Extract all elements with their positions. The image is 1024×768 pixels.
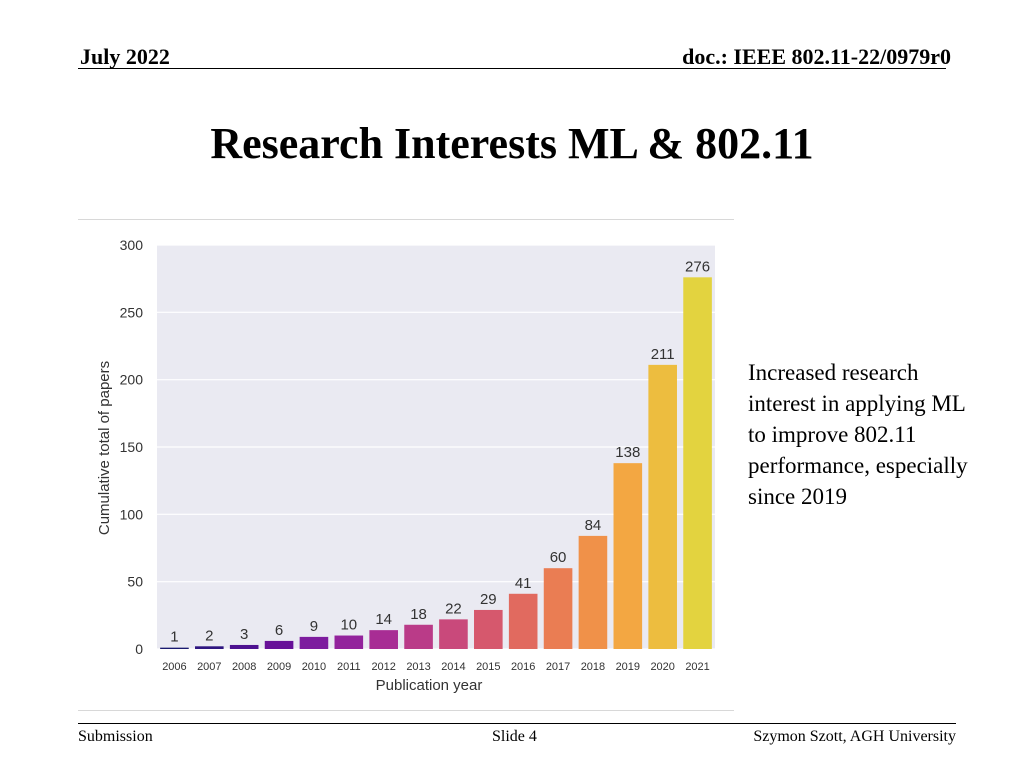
bar-2012 [369, 630, 398, 649]
y-tick-label: 100 [120, 506, 144, 522]
bar-2020 [648, 364, 677, 649]
header-date: July 2022 [80, 44, 170, 69]
x-tick-label-2008: 2008 [232, 661, 256, 673]
note-text: Increased research interest in applying … [748, 360, 968, 509]
data-label-2017: 60 [550, 549, 567, 566]
y-tick-label: 0 [135, 641, 143, 657]
bar-2013 [404, 624, 433, 649]
y-tick-label: 300 [120, 237, 144, 253]
data-label-2009: 6 [275, 622, 283, 639]
data-label-2012: 14 [375, 611, 392, 628]
data-label-2013: 18 [410, 606, 427, 623]
x-tick-label-2020: 2020 [650, 661, 674, 673]
x-tick-label-2011: 2011 [337, 661, 361, 673]
data-label-2006: 1 [170, 629, 178, 646]
data-label-2011: 10 [340, 617, 357, 634]
bar-2016 [508, 593, 538, 649]
y-tick-label: 150 [120, 439, 144, 455]
chart-frame-bottom [78, 710, 734, 711]
x-tick-label-2016: 2016 [511, 661, 535, 673]
x-tick-label-2018: 2018 [581, 661, 605, 673]
bar-2010 [299, 636, 329, 649]
x-tick-label-2010: 2010 [302, 661, 326, 673]
y-tick-label: 200 [120, 372, 144, 388]
footer-submission: Submission [78, 728, 153, 745]
x-tick-label-2019: 2019 [616, 661, 640, 673]
x-tick-label-2007: 2007 [197, 661, 221, 673]
data-label-2018: 84 [585, 517, 602, 534]
bar-2011 [334, 635, 364, 649]
footer-author: Szymon Szott, AGH University [753, 728, 956, 745]
x-tick-label-2006: 2006 [162, 661, 186, 673]
x-tick-label-2009: 2009 [267, 661, 291, 673]
data-label-2008: 3 [240, 626, 248, 643]
y-axis-label: Cumulative total of papers [96, 361, 113, 535]
y-tick-label: 250 [120, 304, 144, 320]
data-label-2010: 9 [310, 618, 318, 635]
header-doc-id: doc.: IEEE 802.11-22/0979r0 [682, 44, 951, 69]
bar-2007 [195, 646, 224, 649]
x-tick-label-2017: 2017 [546, 661, 570, 673]
bar-2018 [578, 535, 608, 649]
bar-2019 [613, 463, 643, 649]
footer-slide-number: Slide 4 [492, 728, 537, 745]
data-label-2014: 22 [445, 600, 462, 617]
bar-chart: 0 50 100 150 200 250 300 1 2006 2 2007 3 2008 6 2009 9 2… [96, 237, 715, 694]
bar-2021 [683, 277, 712, 649]
x-tick-label-2012: 2012 [371, 661, 395, 673]
bar-2014 [439, 619, 468, 649]
x-tick-label-2021: 2021 [685, 661, 709, 673]
data-label-2019: 138 [615, 444, 640, 461]
bar-2006 [160, 647, 189, 649]
x-tick-label-2014: 2014 [441, 661, 465, 673]
header-rule [78, 68, 946, 69]
bar-2015 [474, 609, 503, 649]
chart-frame-top [78, 219, 734, 220]
bar-2008 [229, 644, 259, 649]
data-label-2007: 2 [205, 627, 213, 644]
x-tick-label-2015: 2015 [476, 661, 500, 673]
data-label-2021: 276 [685, 258, 710, 275]
x-tick-label-2013: 2013 [406, 661, 430, 673]
y-tick-label: 50 [127, 574, 143, 590]
data-label-2016: 41 [515, 575, 532, 592]
bar-2017 [543, 568, 573, 649]
bar-2009 [264, 640, 294, 649]
slide-title: Research Interests ML & 802.11 [210, 119, 814, 168]
data-label-2015: 29 [480, 591, 497, 608]
data-label-2020: 211 [651, 346, 675, 363]
footer-rule [78, 723, 956, 724]
x-axis-label: Publication year [376, 677, 483, 694]
